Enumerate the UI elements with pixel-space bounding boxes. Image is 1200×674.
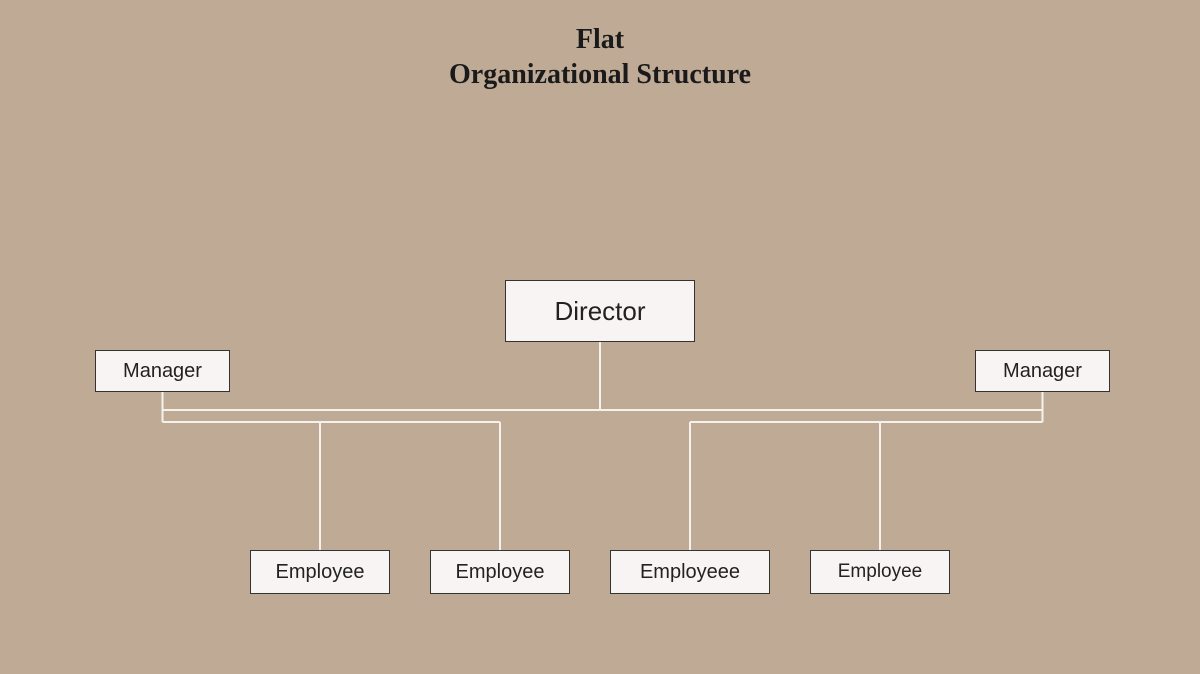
chart-title: Flat Organizational Structure <box>0 22 1200 92</box>
org-node-emp2: Employee <box>430 550 570 594</box>
org-node-manager_l: Manager <box>95 350 230 392</box>
org-node-emp1: Employee <box>250 550 390 594</box>
title-line-2: Organizational Structure <box>0 57 1200 92</box>
title-line-1: Flat <box>0 22 1200 57</box>
org-node-emp4: Employee <box>810 550 950 594</box>
org-node-director: Director <box>505 280 695 342</box>
org-node-manager_r: Manager <box>975 350 1110 392</box>
org-node-emp3: Employeee <box>610 550 770 594</box>
